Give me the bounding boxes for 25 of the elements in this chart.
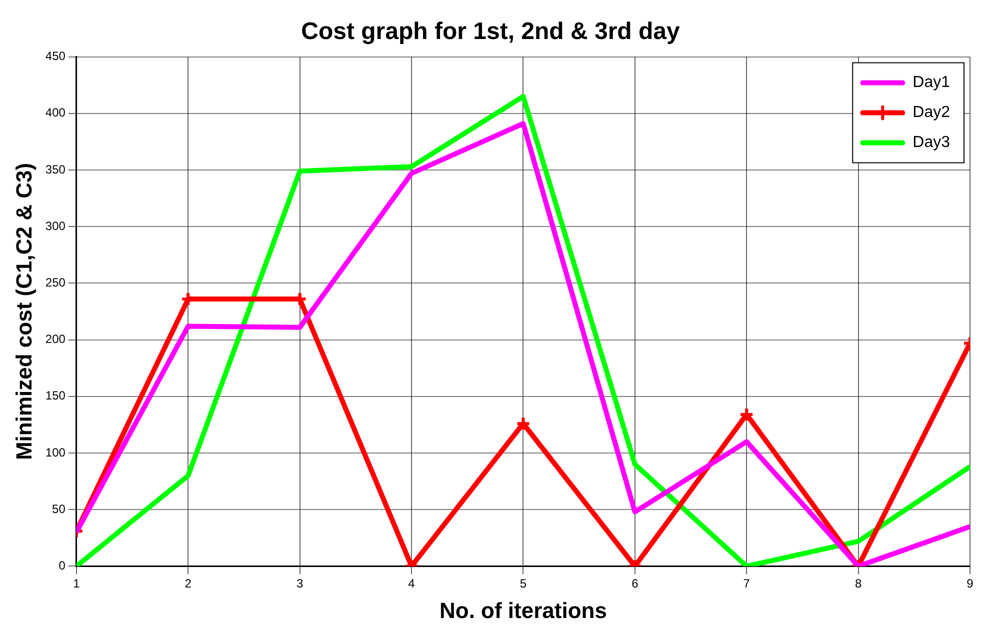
y-tick-label: 150 — [45, 388, 66, 403]
chart-title: Cost graph for 1st, 2nd & 3rd day — [301, 18, 681, 46]
y-tick-label: 350 — [45, 162, 66, 176]
y-tick-label: 300 — [45, 218, 66, 233]
x-tick-label: 2 — [184, 576, 192, 591]
y-tick-label: 400 — [45, 106, 66, 120]
y-tick-label: 100 — [45, 445, 66, 460]
x-tick-label: 3 — [296, 576, 304, 591]
x-tick-label: 7 — [743, 576, 750, 591]
legend-label: Day2 — [912, 104, 950, 122]
x-axis-title: No. of iterations — [439, 598, 607, 623]
x-tick-label: 6 — [632, 576, 639, 591]
x-tick-label: 1 — [73, 576, 80, 591]
y-tick-label: 50 — [52, 502, 66, 516]
x-tick-label: 9 — [966, 576, 974, 591]
legend-label: Day3 — [912, 134, 950, 152]
legend-label: Day1 — [912, 74, 950, 92]
x-tick-label: 8 — [854, 576, 862, 591]
y-tick-label: 450 — [45, 49, 66, 64]
y-tick-label: 0 — [58, 558, 66, 573]
y-axis-title: Minimized cost (C1,C2 & C3) — [11, 162, 36, 460]
y-tick-label: 250 — [45, 276, 66, 290]
y-tick-label: 200 — [45, 332, 66, 346]
x-tick-label: 4 — [408, 576, 416, 591]
x-tick-label: 5 — [520, 576, 527, 591]
